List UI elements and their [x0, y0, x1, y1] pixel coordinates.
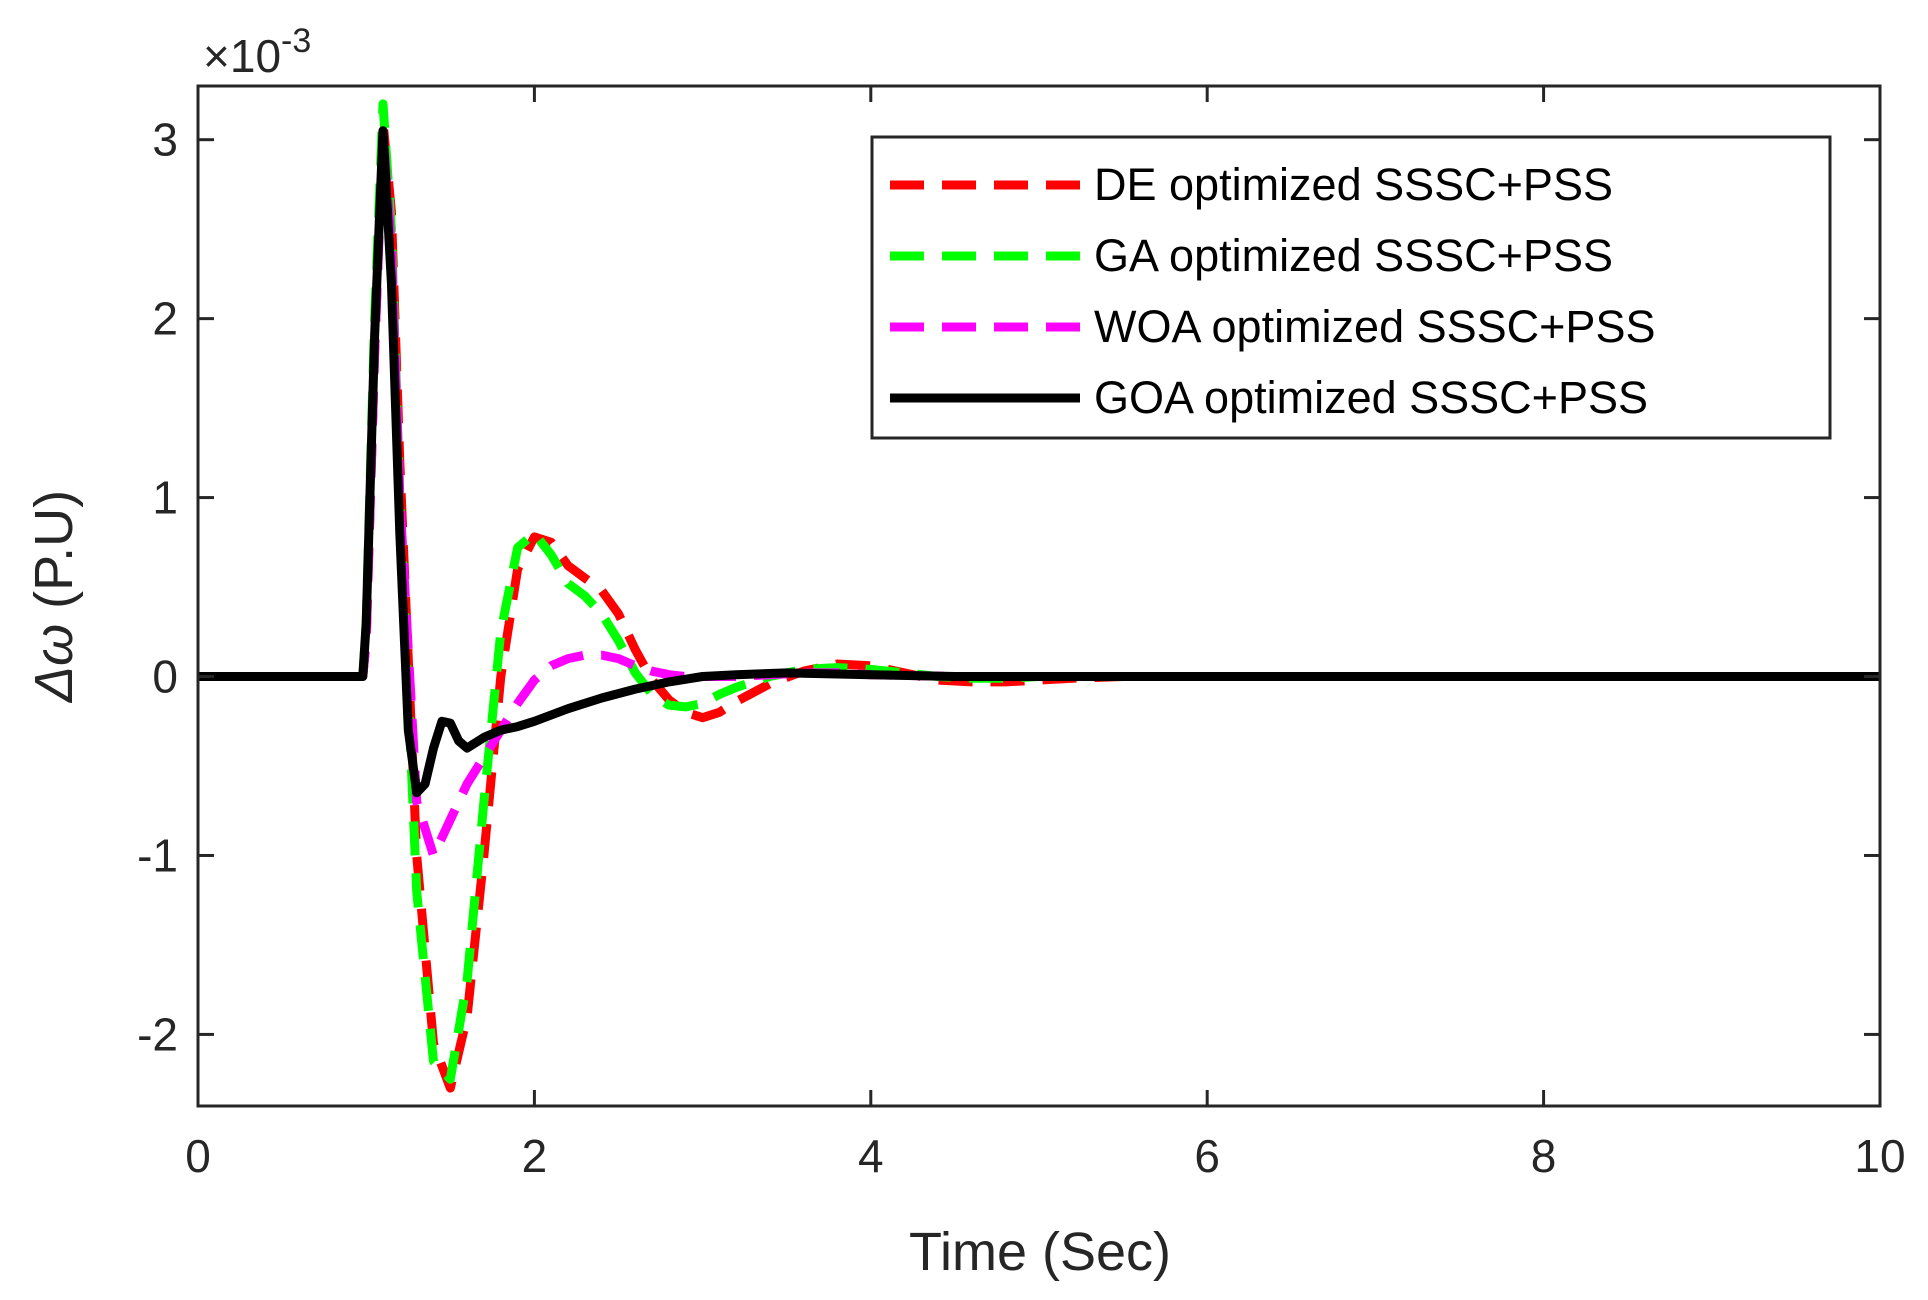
y-tick-label: 0	[152, 651, 178, 703]
tick-group: 0 2 4 6 8 10 -2 -1 0 1 2 3	[137, 86, 1906, 1182]
legend-label-goa: GOA optimized SSSC+PSS	[1094, 372, 1648, 423]
legend-label-de: DE optimized SSSC+PSS	[1094, 159, 1613, 210]
y-axis-unit: (P.U)	[24, 490, 84, 609]
y-tick-label: -2	[137, 1008, 178, 1060]
y-tick-label: 2	[152, 293, 178, 345]
legend-label-woa: WOA optimized SSSC+PSS	[1094, 301, 1655, 352]
x-tick-label: 8	[1531, 1130, 1557, 1182]
y-tick-label: 3	[152, 114, 178, 166]
x-tick-label: 2	[522, 1130, 548, 1182]
x-tick-label: 4	[858, 1130, 884, 1182]
y-axis-label: Δω (P.U)	[24, 490, 84, 704]
legend-label-ga: GA optimized SSSC+PSS	[1094, 230, 1613, 281]
legend-box	[870, 135, 1832, 440]
series-line-goa	[198, 126, 1880, 798]
x-tick-label: 0	[185, 1130, 211, 1182]
y-exponent-power: -3	[281, 22, 311, 60]
x-tick-label: 10	[1854, 1130, 1905, 1182]
x-tick-label: 6	[1194, 1130, 1220, 1182]
y-tick-label: 1	[152, 472, 178, 524]
legend: DE optimized SSSC+PSS GA optimized SSSC+…	[870, 135, 1832, 440]
y-exponent-label: ×10-3	[203, 22, 311, 82]
series-group	[198, 99, 1880, 1093]
y-axis-symbol: Δω	[24, 624, 84, 704]
x-axis-label: Time (Sec)	[909, 1222, 1171, 1282]
plot-frame	[196, 84, 1882, 1108]
y-tick-label: -1	[137, 829, 178, 881]
series-line-de	[198, 117, 1880, 1093]
